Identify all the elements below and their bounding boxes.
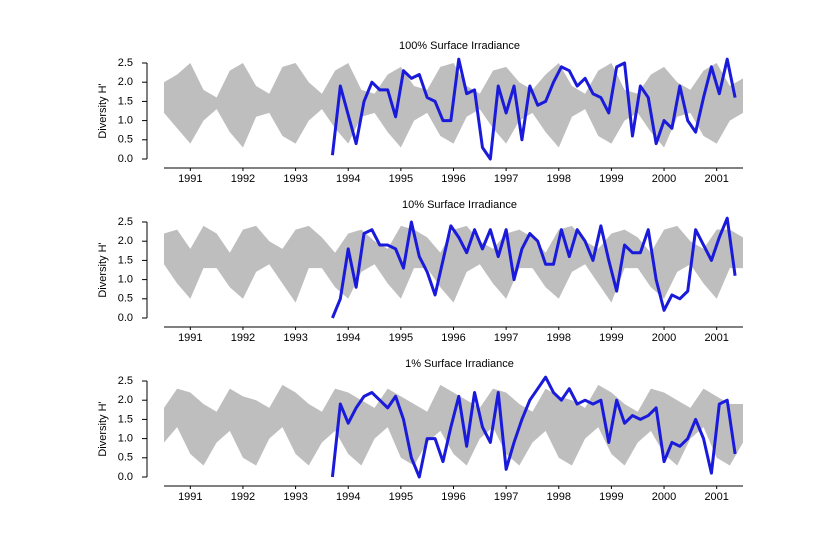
- y-tick-label: 2.0: [118, 394, 133, 406]
- x-tick-label: 1991: [178, 332, 202, 344]
- x-tick-label: 1995: [389, 491, 413, 503]
- y-tick-label: 2.5: [118, 375, 133, 387]
- x-tick-label: 1995: [389, 173, 413, 185]
- x-tick-label: 1996: [441, 491, 465, 503]
- y-tick-label: 1.5: [118, 413, 133, 425]
- x-tick-label: 1992: [231, 491, 255, 503]
- y-tick-label: 1.0: [118, 274, 133, 286]
- y-tick-label: 0.5: [118, 134, 133, 146]
- y-tick-label: 0.0: [118, 312, 133, 324]
- x-tick-label: 1994: [336, 491, 360, 503]
- y-tick-label: 2.0: [118, 76, 133, 88]
- y-tick-label: 2.5: [118, 57, 133, 69]
- y-tick-label: 0.5: [118, 293, 133, 305]
- x-tick-label: 1997: [494, 491, 518, 503]
- x-tick-label: 1996: [441, 332, 465, 344]
- x-tick-label: 1999: [599, 332, 623, 344]
- y-tick-label: 1.5: [118, 95, 133, 107]
- y-tick-label: 0.0: [118, 153, 133, 165]
- x-tick-label: 2001: [704, 491, 728, 503]
- x-tick-label: 1993: [283, 332, 307, 344]
- band: [164, 384, 743, 466]
- x-tick-label: 1994: [336, 173, 360, 185]
- y-axis-label: Diversity H': [97, 401, 109, 456]
- x-tick-label: 2001: [704, 173, 728, 185]
- x-tick-label: 2000: [652, 491, 676, 503]
- x-tick-label: 2001: [704, 332, 728, 344]
- chart-title: 1% Surface Irradiance: [405, 358, 514, 370]
- x-tick-label: 1998: [547, 332, 571, 344]
- y-tick-label: 1.0: [118, 433, 133, 445]
- x-tick-label: 1991: [178, 491, 202, 503]
- y-tick-label: 0.0: [118, 471, 133, 483]
- chart-title: 10% Surface Irradiance: [402, 199, 517, 211]
- x-tick-label: 2000: [652, 173, 676, 185]
- x-tick-label: 1998: [547, 173, 571, 185]
- y-tick-label: 0.5: [118, 452, 133, 464]
- x-tick-label: 1991: [178, 173, 202, 185]
- y-tick-label: 2.0: [118, 235, 133, 247]
- line: [330, 57, 737, 161]
- x-tick-label: 1998: [547, 491, 571, 503]
- x-tick-label: 1993: [283, 173, 307, 185]
- x-tick-label: 1997: [494, 332, 518, 344]
- line: [330, 375, 737, 479]
- y-axis-label: Diversity H': [97, 242, 109, 297]
- line: [331, 216, 737, 319]
- y-tick-label: 2.5: [118, 216, 133, 228]
- x-tick-label: 1992: [231, 332, 255, 344]
- x-tick-label: 1993: [283, 491, 307, 503]
- y-axis-label: Diversity H': [97, 83, 109, 138]
- x-tick-label: 1999: [599, 173, 623, 185]
- x-tick-label: 1995: [389, 332, 413, 344]
- x-tick-label: 1997: [494, 173, 518, 185]
- y-tick-label: 1.5: [118, 254, 133, 266]
- x-tick-label: 1994: [336, 332, 360, 344]
- x-tick-label: 2000: [652, 332, 676, 344]
- y-tick-label: 1.0: [118, 115, 133, 127]
- x-tick-label: 1996: [441, 173, 465, 185]
- x-tick-label: 1992: [231, 173, 255, 185]
- band: [164, 225, 743, 303]
- x-tick-label: 1999: [599, 491, 623, 503]
- chart-title: 100% Surface Irradiance: [399, 40, 520, 52]
